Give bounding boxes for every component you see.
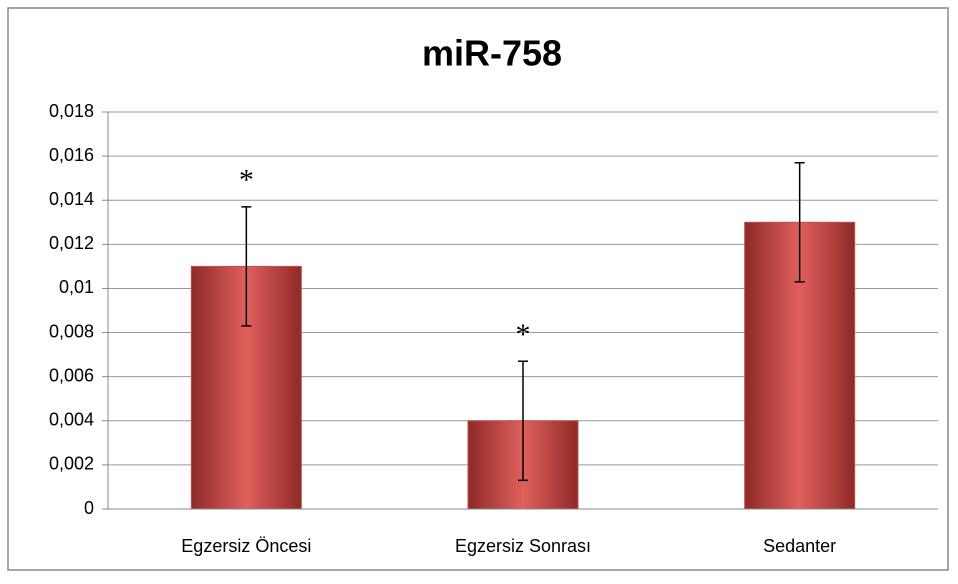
x-tick-label: Egzersiz Sonrası: [455, 536, 591, 556]
y-tick-label: 0,014: [49, 189, 94, 209]
x-tick-label: Egzersiz Öncesi: [181, 536, 311, 556]
y-tick-label: 0,006: [49, 365, 94, 385]
x-tick-label: Sedanter: [763, 536, 836, 556]
y-tick-label: 0: [84, 498, 94, 518]
chart-title: miR-758: [422, 33, 562, 74]
y-tick-label: 0,016: [49, 145, 94, 165]
y-tick-label: 0,004: [49, 410, 94, 430]
y-tick-label: 0,002: [49, 454, 94, 474]
y-tick-label: 0,008: [49, 321, 94, 341]
y-tick-label: 0,018: [49, 101, 94, 121]
annotation: *: [516, 318, 531, 351]
y-tick-label: 0,012: [49, 233, 94, 253]
y-tick-label: 0,01: [59, 277, 94, 297]
annotation: *: [239, 164, 254, 197]
